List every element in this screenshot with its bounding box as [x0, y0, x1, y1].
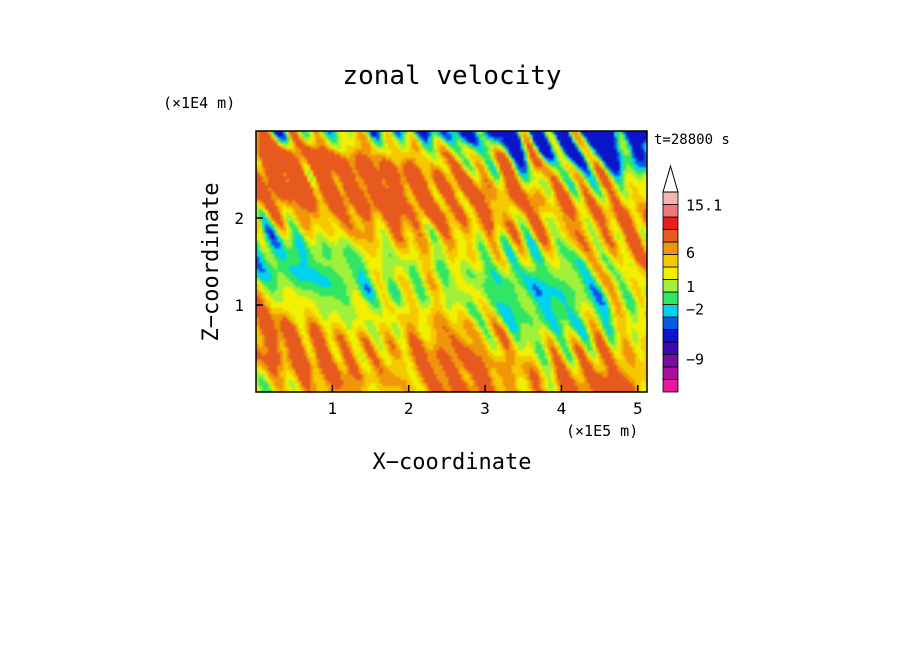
chart-title: zonal velocity: [342, 61, 561, 91]
colorbar-label: −9: [686, 350, 704, 368]
colorbar: 15.1 6 1 −2 −9: [662, 164, 722, 393]
x-axis-ticks: 1 2 3 4 5: [328, 385, 643, 418]
colorbar-swatch: [662, 291, 679, 305]
colorbar-swatch: [662, 266, 679, 280]
colorbar-label: −2: [686, 300, 704, 318]
colorbar-swatch: [662, 254, 679, 268]
colorbar-label: 1: [686, 278, 695, 296]
colorbar-swatch: [662, 241, 679, 255]
colorbar-swatch: [662, 341, 679, 355]
colorbar-swatch: [662, 354, 679, 368]
colorbar-swatch: [662, 216, 679, 230]
x-tick-label: 5: [633, 399, 643, 418]
velocity-field-raster: [256, 131, 647, 392]
x-tick-label: 3: [480, 399, 490, 418]
colorbar-swatch: [662, 279, 679, 293]
y-unit-label: (×1E4 m): [163, 94, 235, 112]
time-label: t=28800 s: [654, 132, 730, 148]
x-axis-label: X−coordinate: [373, 450, 532, 475]
colorbar-swatch: [662, 329, 679, 343]
colorbar-label: 15.1: [686, 197, 722, 215]
y-axis-ticks: 12: [234, 209, 263, 315]
colorbar-swatch: [662, 316, 679, 330]
colorbar-swatch: [662, 204, 679, 218]
colorbar-swatch: [662, 304, 679, 318]
y-axis-label: Z−coordinate: [199, 183, 224, 342]
colorbar-swatch: [662, 366, 679, 380]
colorbar-swatch: [662, 191, 679, 205]
velocity-field: [256, 131, 647, 392]
x-tick-label: 2: [404, 399, 414, 418]
colorbar-label: 6: [686, 244, 695, 262]
colorbar-extend-arrow: [662, 164, 679, 193]
y-tick-label: 2: [234, 209, 244, 228]
y-tick-label: 1: [234, 296, 244, 315]
x-unit-label: (×1E5 m): [566, 422, 638, 440]
colorbar-swatch: [662, 379, 679, 393]
colorbar-swatch: [662, 229, 679, 243]
x-tick-label: 4: [557, 399, 567, 418]
plot-frame: [255, 130, 648, 393]
x-tick-label: 1: [328, 399, 338, 418]
